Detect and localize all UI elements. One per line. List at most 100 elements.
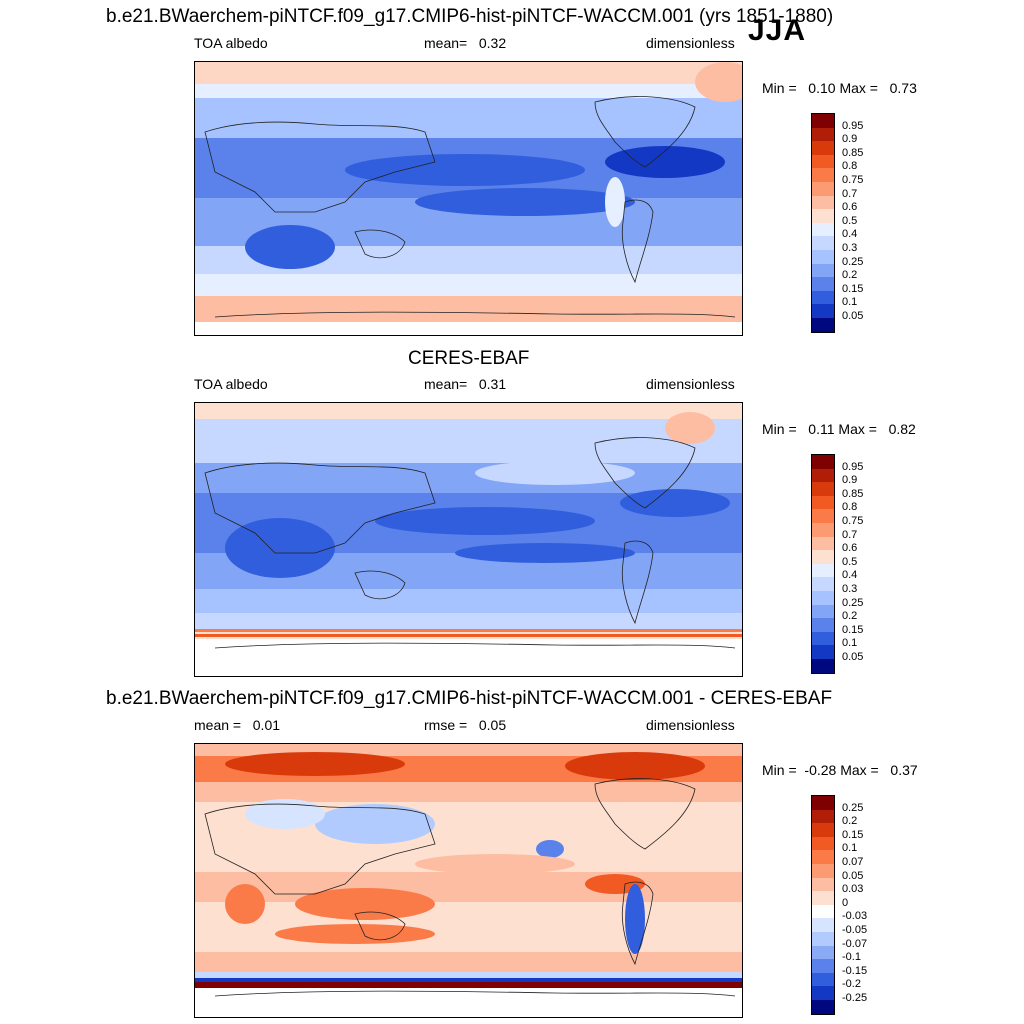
panel1-title: b.e21.BWaerchem-piNTCF.f09_g17.CMIP6-his…: [106, 6, 834, 27]
colorbar-swatch: [812, 181, 834, 196]
colorbar-swatch: [812, 904, 834, 919]
colorbar-tick-label: 0.9: [842, 474, 858, 487]
panel3-title: b.e21.BWaerchem-piNTCF.f09_g17.CMIP6-his…: [106, 688, 833, 709]
colorbar-swatch: [812, 999, 834, 1014]
colorbar-tick-label: 0.85: [842, 487, 864, 500]
colorbar-tick-label: 0.15: [842, 828, 864, 841]
colorbar-swatch: [812, 455, 834, 469]
colorbar-tick-label: 0.2: [842, 610, 858, 623]
panel1-units: dimensionless: [646, 35, 735, 51]
season-label: JJA: [748, 14, 807, 47]
colorbar-tick-label: -0.07: [842, 937, 868, 950]
colorbar-swatch: [812, 536, 834, 551]
colorbar-tick-label: 0.15: [842, 623, 864, 636]
panel2-variable: TOA albedo: [194, 376, 268, 392]
colorbar-swatch: [812, 863, 834, 878]
colorbar-swatch: [812, 836, 834, 851]
colorbar-tick-label: 0.03: [842, 883, 864, 896]
colorbar-swatch: [812, 918, 834, 932]
colorbar-tick-label: 0.8: [842, 160, 858, 173]
colorbar-swatch: [812, 577, 834, 591]
colorbar-tick-label: 0: [842, 896, 849, 909]
colorbar-tick-label: 0.07: [842, 856, 864, 868]
colorbar-swatch: [812, 618, 834, 632]
colorbar-swatch: [812, 658, 834, 673]
colorbar-swatch: [812, 631, 834, 646]
panel3-units: dimensionless: [646, 717, 735, 733]
colorbar-tick-label: 0.8: [842, 501, 858, 514]
colorbar-tick-label: 0.7: [842, 528, 858, 541]
panel3-minmax: Min = -0.28 Max = 0.37: [762, 762, 918, 778]
colorbar-tick-label: 0.05: [842, 869, 864, 882]
colorbar-swatch: [812, 645, 834, 659]
colorbar-tick-label: 0.25: [842, 801, 864, 814]
colorbar-tick-label: -0.05: [842, 924, 868, 936]
colorbar-tick-label: 0.95: [842, 119, 864, 132]
colorbar-tick-label: 0.9: [842, 133, 858, 146]
colorbar-tick-label: 0.25: [842, 255, 864, 268]
colorbar-tick-label: 0.5: [842, 214, 858, 227]
colorbar-swatch: [812, 604, 834, 619]
colorbar-swatch: [812, 972, 834, 987]
colorbar-tick-label: 0.6: [842, 201, 858, 214]
colorbar-tick-label: 0.2: [842, 815, 858, 828]
colorbar-swatch: [812, 986, 834, 1000]
colorbar-tick-label: -0.03: [842, 910, 868, 923]
colorbar-swatch: [812, 168, 834, 182]
colorbar-swatch: [812, 141, 834, 155]
colorbar-swatch: [812, 114, 834, 128]
colorbar-tick-label: 0.15: [842, 282, 864, 295]
colorbar-tick-label: 0.95: [842, 460, 864, 473]
colorbar-swatch: [812, 304, 834, 318]
panel1-mean: mean= 0.32: [424, 35, 507, 51]
panel3-mean: mean = 0.01: [194, 717, 281, 733]
panel1-minmax: Min = 0.10 Max = 0.73: [762, 80, 917, 96]
colorbar-tick-label: 0.75: [842, 515, 864, 527]
colorbar-tick-label: 0.2: [842, 269, 858, 282]
panel2-mean: mean= 0.31: [424, 376, 507, 392]
colorbar-swatch: [812, 222, 834, 237]
panel2-units: dimensionless: [646, 376, 735, 392]
colorbar-swatch: [812, 809, 834, 824]
colorbar-tick-label: 0.3: [842, 583, 858, 595]
colorbar-tick-label: 0.05: [842, 310, 864, 322]
colorbar-swatch: [812, 317, 834, 332]
colorbar-swatch: [812, 236, 834, 250]
panel1-variable: TOA albedo: [194, 35, 268, 51]
colorbar-tick-label: 0.85: [842, 146, 864, 159]
colorbar-swatch: [812, 290, 834, 305]
colorbar-tick-label: 0.4: [842, 228, 858, 241]
colorbar-swatch: [812, 959, 834, 973]
colorbar-swatch: [812, 127, 834, 142]
colorbar-swatch: [812, 468, 834, 483]
colorbar-swatch: [812, 796, 834, 810]
colorbar-tick-label: 0.5: [842, 555, 858, 568]
colorbar-swatch: [812, 891, 834, 905]
panel3-colorbar: [811, 795, 835, 1015]
colorbar-tick-label: 0.7: [842, 187, 858, 200]
colorbar-swatch: [812, 550, 834, 564]
colorbar-swatch: [812, 277, 834, 291]
colorbar-swatch: [812, 850, 834, 864]
colorbar-swatch: [812, 509, 834, 523]
colorbar-tick-label: 0.1: [842, 842, 858, 855]
colorbar-tick-label: 0.6: [842, 542, 858, 555]
colorbar-tick-label: -0.15: [842, 964, 868, 977]
colorbar-swatch: [812, 522, 834, 537]
colorbar-swatch: [812, 209, 834, 223]
colorbar-tick-label: 0.1: [842, 637, 858, 650]
colorbar-tick-label: 0.3: [842, 242, 858, 254]
panel3-map: [194, 743, 743, 1018]
colorbar-swatch: [812, 931, 834, 946]
colorbar-tick-label: 0.4: [842, 569, 858, 582]
colorbar-swatch: [812, 563, 834, 578]
colorbar-tick-label: 0.05: [842, 651, 864, 663]
panel2-colorbar: [811, 454, 835, 674]
panel1-map: [194, 61, 743, 336]
colorbar-swatch: [812, 154, 834, 169]
colorbar-swatch: [812, 823, 834, 837]
panel3-rmse: rmse = 0.05: [424, 717, 507, 733]
colorbar-tick-label: -0.1: [842, 951, 861, 964]
colorbar-swatch: [812, 249, 834, 264]
colorbar-swatch: [812, 195, 834, 210]
